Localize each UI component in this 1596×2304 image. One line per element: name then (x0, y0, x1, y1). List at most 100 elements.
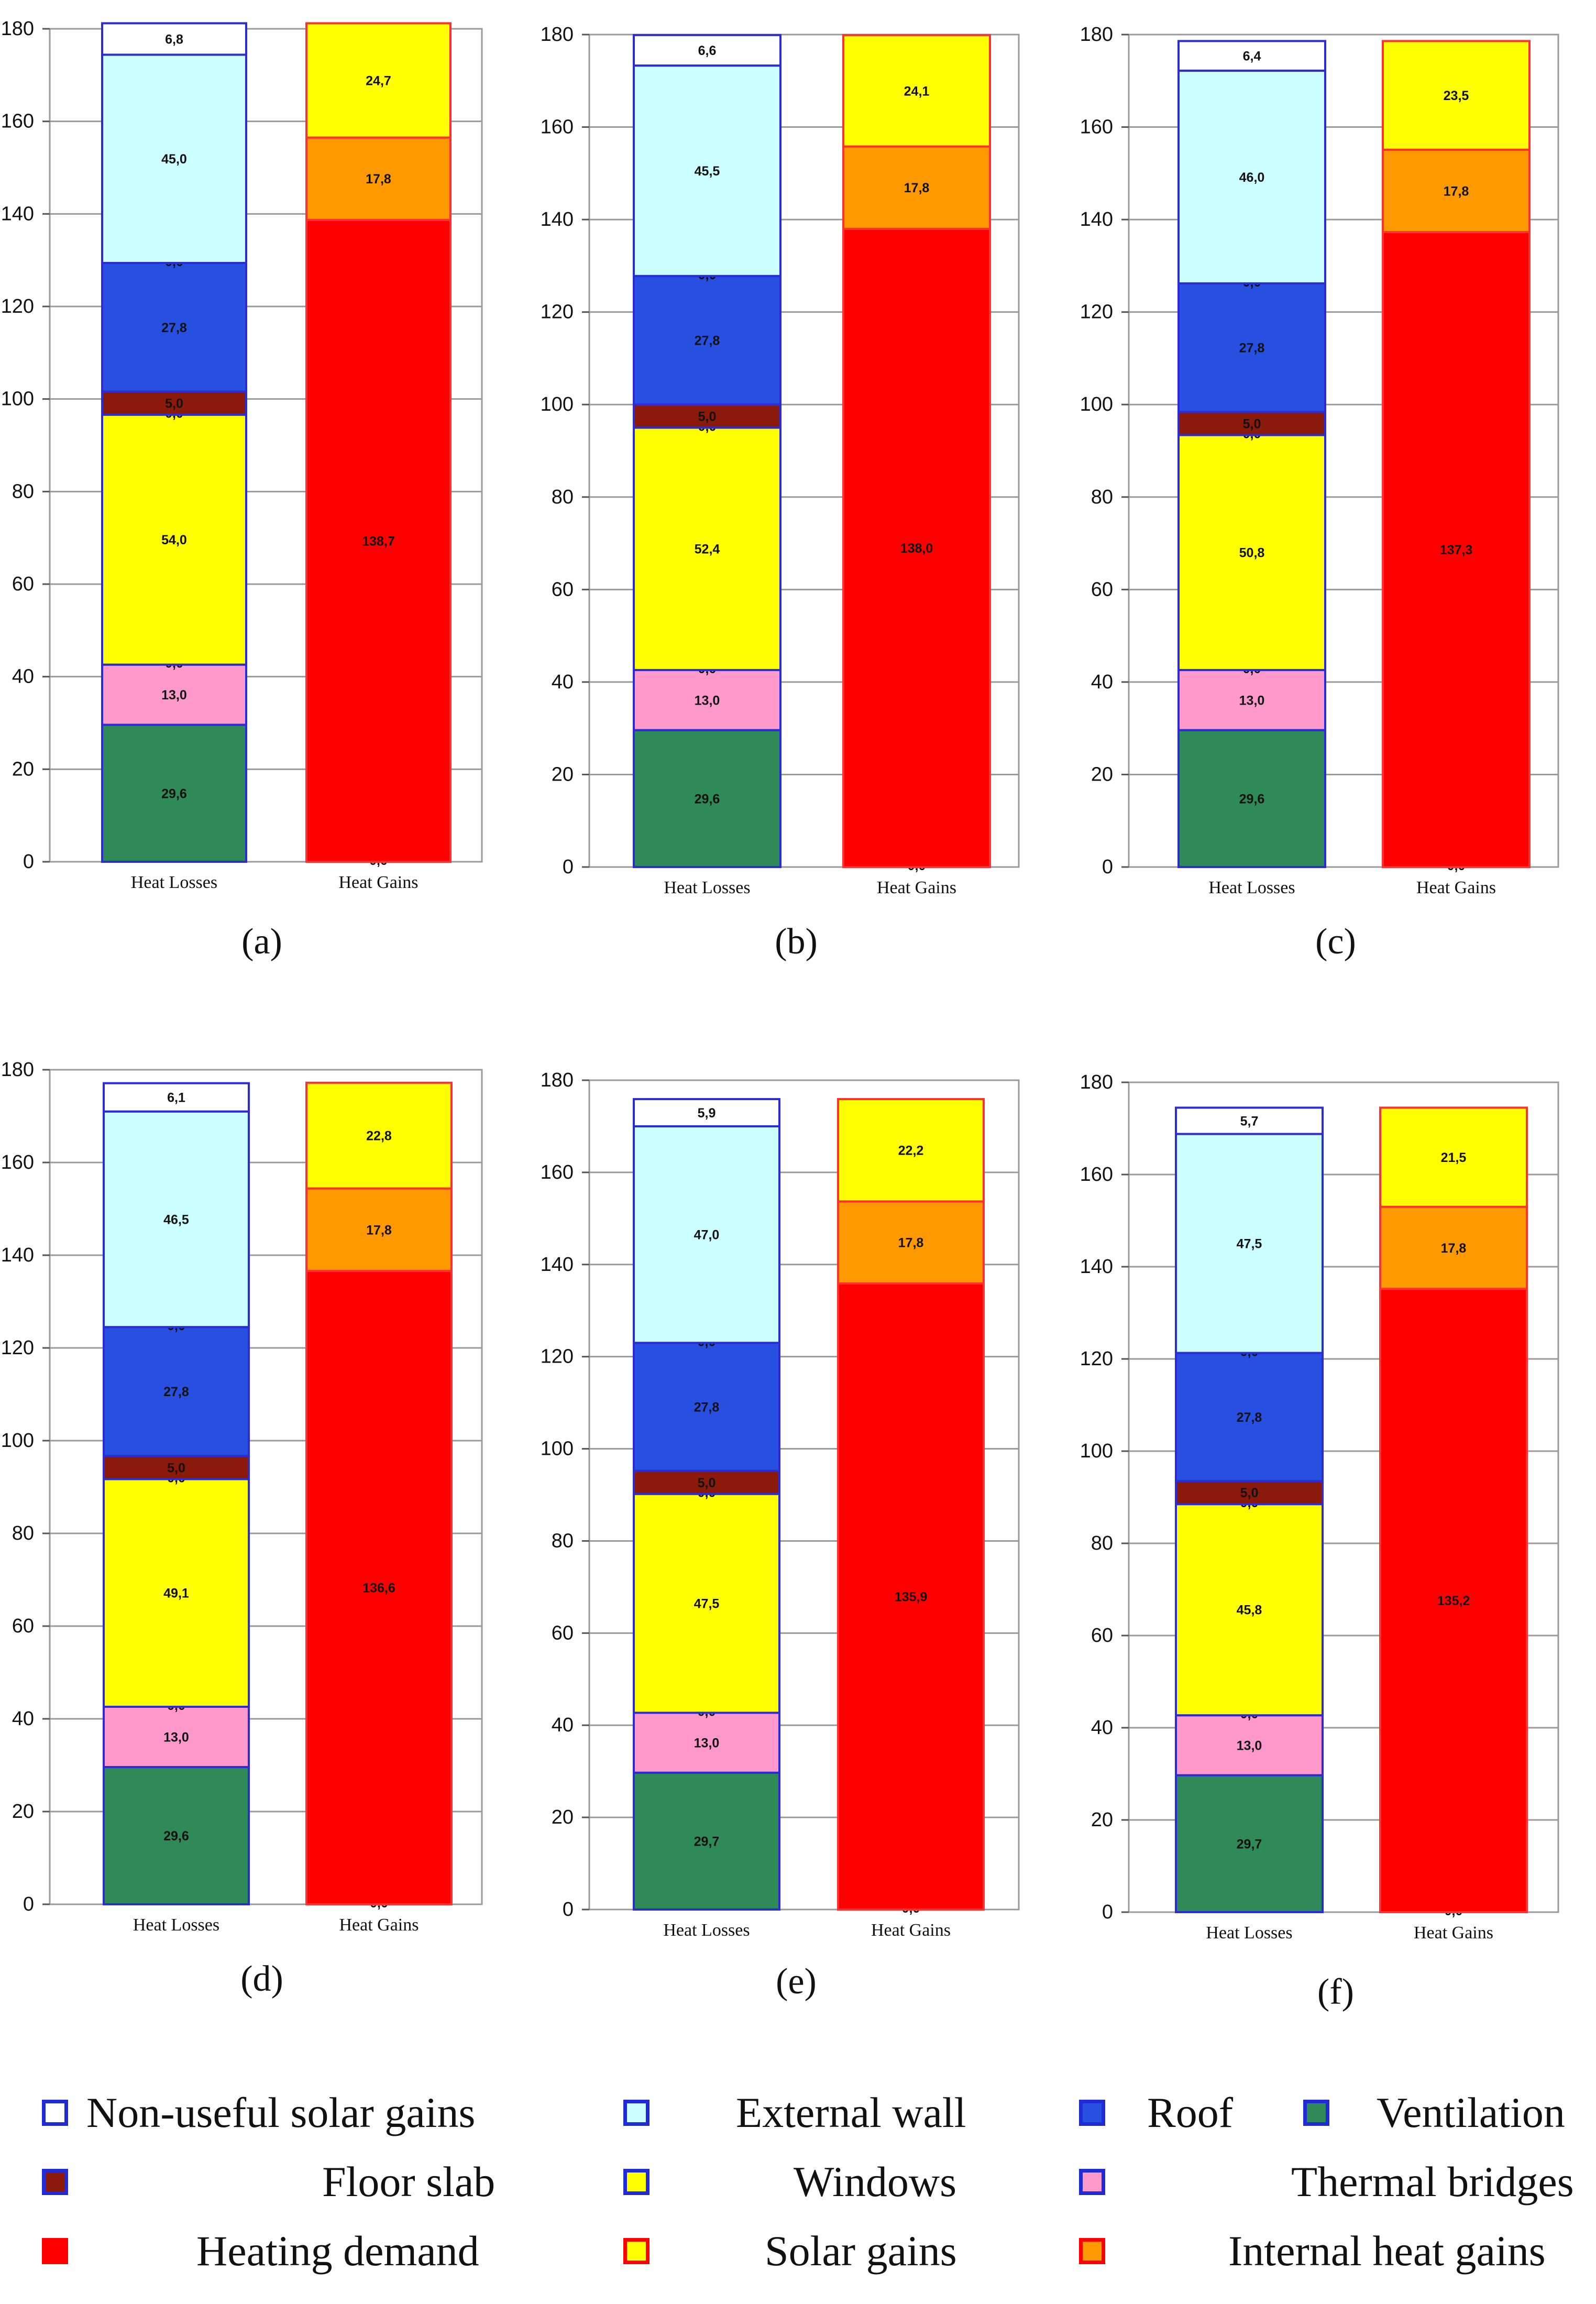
y-tick-label: 160 (541, 1161, 574, 1183)
losses-bar-segment-non-useful-solar (1175, 1106, 1324, 1135)
y-tick-label: 100 (541, 1438, 574, 1460)
losses-bar-segment-non-useful-solar (103, 1082, 250, 1113)
chart-panel-e: 02040608010012014016018029,713,00,047,50… (541, 1069, 1020, 2002)
y-tick-label: 180 (541, 1069, 574, 1091)
gains-bar-segment-heating-demand (305, 1270, 453, 1906)
gains-bar-segment-internal-gains (1382, 148, 1531, 233)
y-tick-label: 160 (1080, 116, 1113, 138)
legend-swatch (1079, 2169, 1105, 2195)
data-label: 29,6 (163, 1829, 189, 1844)
losses-bar-segment-external-wall (633, 64, 782, 277)
y-tick-label: 60 (1091, 1625, 1113, 1647)
y-tick-label: 140 (1080, 1256, 1113, 1278)
gains-bar-segment-heating-demand (837, 1282, 985, 1911)
data-label: 54,0 (161, 533, 187, 547)
chart-panel-b: 02040608010012014016018029,613,00,052,40… (541, 24, 1020, 962)
y-tick-label: 140 (1, 1244, 34, 1266)
data-label: 27,8 (161, 321, 187, 335)
x-category-label: Heat Losses (664, 878, 750, 897)
losses-bar-segment-roof (103, 1326, 250, 1457)
y-tick-label: 160 (541, 116, 574, 138)
losses-bar-segment-thermal-bridges (1175, 1714, 1324, 1776)
data-label: 27,8 (1239, 341, 1265, 356)
y-tick-label: 40 (552, 671, 574, 693)
gains-bar-segment-internal-gains (1379, 1205, 1528, 1290)
losses-bar-segment-ventilation (101, 723, 247, 863)
data-label: 45,8 (1237, 1603, 1262, 1618)
legend-swatch (1303, 2100, 1329, 2126)
legend-label: Non-useful solar gains (86, 2089, 476, 2136)
gains-bar-segment-internal-gains (305, 136, 452, 221)
gains-bar-segment-solar-gains (305, 1081, 453, 1190)
legend-swatch (1079, 2100, 1105, 2126)
legend-swatch (42, 2100, 68, 2126)
y-tick-label: 40 (1091, 671, 1113, 693)
y-tick-label: 120 (1, 295, 34, 317)
y-tick-label: 60 (552, 578, 574, 600)
data-label: 5,0 (698, 409, 717, 424)
chart-panel-a: 02040608010012014016018029,613,00,054,00… (1, 18, 483, 962)
data-label: 46,0 (1239, 170, 1265, 185)
data-label: 17,8 (366, 172, 391, 186)
data-label: 17,8 (1444, 184, 1469, 199)
data-label: 24,7 (366, 73, 391, 88)
y-tick-label: 60 (12, 573, 34, 595)
data-label: 136,6 (362, 1581, 395, 1596)
y-tick-label: 140 (541, 209, 574, 231)
data-label: 5,0 (167, 1461, 185, 1475)
data-label: 17,8 (898, 1236, 924, 1250)
gains-bar-segment-solar-gains (842, 34, 991, 148)
data-label: 49,1 (163, 1586, 189, 1601)
legend-label: Windows (794, 2158, 957, 2206)
y-tick-label: 120 (1, 1337, 34, 1359)
y-tick-label: 180 (1080, 24, 1113, 46)
data-label: 27,8 (695, 334, 720, 348)
y-tick-label: 80 (552, 1530, 574, 1552)
x-category-label: Heat Gains (338, 873, 418, 892)
y-tick-label: 20 (552, 763, 574, 785)
y-tick-label: 160 (1, 111, 34, 133)
data-label: 50,8 (1239, 546, 1265, 561)
y-tick-label: 100 (1, 388, 34, 410)
legend-swatch (623, 2238, 650, 2264)
y-tick-label: 120 (541, 1346, 574, 1368)
data-label: 5,0 (165, 397, 183, 411)
y-tick-label: 120 (1080, 1348, 1113, 1370)
y-tick-label: 140 (1, 203, 34, 225)
data-label: 17,8 (366, 1223, 392, 1237)
chart-panel-f: 02040608010012014016018029,713,00,045,80… (1080, 1071, 1559, 2012)
y-tick-label: 80 (552, 486, 574, 508)
losses-bar-segment-windows (633, 426, 782, 671)
losses-bar-segment-thermal-bridges (633, 668, 782, 731)
data-label: 13,0 (163, 1730, 189, 1745)
y-tick-label: 60 (552, 1622, 574, 1644)
y-tick-label: 140 (1080, 209, 1113, 231)
data-label: 13,0 (161, 688, 187, 703)
legend-swatch (623, 2100, 650, 2126)
legend-swatch (42, 2169, 68, 2195)
losses-bar-segment-ventilation (1177, 729, 1326, 868)
losses-bar-segment-external-wall (633, 1125, 780, 1344)
data-label: 6,8 (165, 32, 183, 47)
gains-bar-segment-internal-gains (837, 1200, 985, 1285)
data-label: 5,0 (698, 1476, 716, 1490)
y-tick-label: 180 (1, 1059, 34, 1081)
losses-bar-segment-external-wall (103, 1110, 250, 1329)
x-category-label: Heat Losses (133, 1915, 219, 1935)
y-tick-label: 20 (12, 758, 34, 780)
data-label: 46,5 (163, 1212, 189, 1227)
legend-label: Internal heat gains (1228, 2227, 1546, 2275)
data-label: 29,6 (695, 792, 720, 806)
data-label: 5,0 (1240, 1486, 1259, 1500)
legend-label: Solar gains (765, 2227, 957, 2275)
y-tick-label: 40 (12, 666, 34, 688)
losses-bar-segment-thermal-bridges (1177, 668, 1326, 731)
legend: Non-useful solar gains External wall Roo… (42, 2085, 1582, 2295)
losses-bar-segment-non-useful-solar (633, 34, 782, 67)
losses-bar-segment-floor-slab (633, 1469, 780, 1495)
losses-bar-segment-external-wall (1175, 1133, 1324, 1354)
data-label: 47,5 (1237, 1237, 1262, 1252)
y-tick-label: 160 (1080, 1164, 1113, 1186)
y-tick-label: 20 (1091, 763, 1113, 785)
